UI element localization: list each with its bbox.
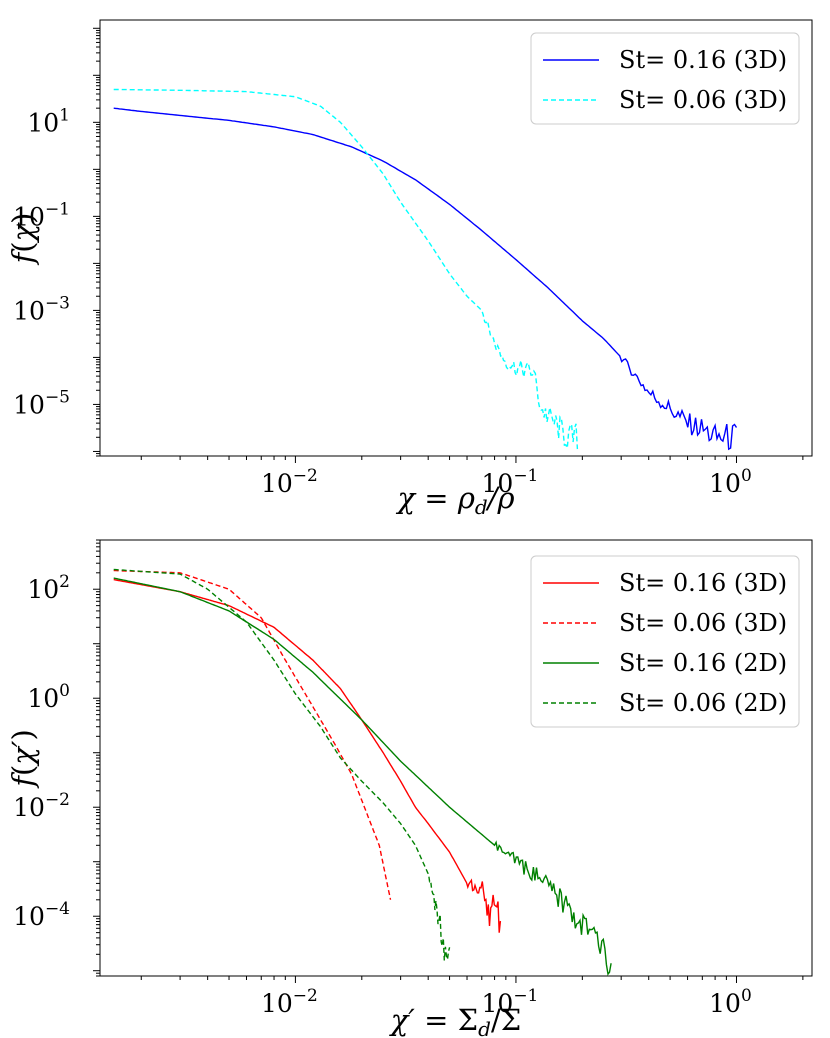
bottom-y-tick-label: 10−4 bbox=[13, 899, 70, 931]
top-plot: 10−2 10−1 100 101 10−1 10−3 10−5 St= 0.16 (3D… bbox=[6, 19, 813, 519]
bottom-series-line-1 bbox=[113, 569, 392, 900]
top-y-tick-label: 101 bbox=[27, 105, 70, 137]
bottom-x-tick-label: 100 bbox=[709, 986, 752, 1018]
bottom-x-tick-label: 10−2 bbox=[261, 986, 318, 1018]
top-y-tick-label: 10−5 bbox=[13, 387, 70, 419]
bottom-y-tick-label: 100 bbox=[27, 681, 70, 713]
bottom-plot: 10−2 10−1 100 102 100 10−2 10−4 St= 0.16 (3D)… bbox=[6, 539, 813, 1038]
top-series-line-0 bbox=[113, 107, 738, 451]
bottom-x-axis-label: χ′ = Σd/Σ bbox=[389, 1003, 522, 1038]
bottom-legend-label-0: St= 0.16 (3D) bbox=[619, 569, 787, 597]
bottom-series-line-3 bbox=[113, 568, 451, 961]
top-legend: St= 0.16 (3D) St= 0.06 (3D) bbox=[530, 32, 800, 125]
bottom-y-axis-label: f(χ′) bbox=[6, 729, 40, 789]
top-y-tick-label: 10−1 bbox=[13, 199, 70, 231]
bottom-x-tick-label: 10−1 bbox=[482, 986, 539, 1018]
bottom-series-line-0 bbox=[113, 578, 502, 933]
bottom-legend-label-1: St= 0.06 (3D) bbox=[619, 609, 787, 637]
bottom-legend-frame bbox=[530, 555, 800, 728]
top-x-tick-label: 10−1 bbox=[482, 466, 539, 498]
top-legend-frame bbox=[530, 32, 800, 125]
top-x-tick-label: 100 bbox=[709, 466, 752, 498]
top-plot-frame bbox=[99, 19, 813, 457]
bottom-series-line-2 bbox=[113, 577, 612, 976]
bottom-legend-label-3: St= 0.06 (2D) bbox=[619, 689, 787, 717]
bottom-legend: St= 0.16 (3D) St= 0.06 (3D) St= 0.16 (2D) S… bbox=[530, 555, 800, 728]
bottom-y-tick-label: 102 bbox=[27, 572, 70, 604]
top-series-line-1 bbox=[113, 88, 579, 451]
top-y-tick-label: 10−3 bbox=[13, 293, 70, 325]
bottom-y-tick-label: 10−2 bbox=[13, 790, 70, 822]
top-legend-label-1: St= 0.06 (3D) bbox=[619, 86, 787, 114]
top-x-tick-label: 10−2 bbox=[261, 466, 318, 498]
top-y-axis-label: f(χ) bbox=[6, 213, 40, 266]
top-legend-label-0: St= 0.16 (3D) bbox=[619, 46, 787, 74]
bottom-legend-label-2: St= 0.16 (2D) bbox=[619, 649, 787, 677]
top-x-axis-label: χ = ρd/ρ bbox=[395, 481, 514, 519]
